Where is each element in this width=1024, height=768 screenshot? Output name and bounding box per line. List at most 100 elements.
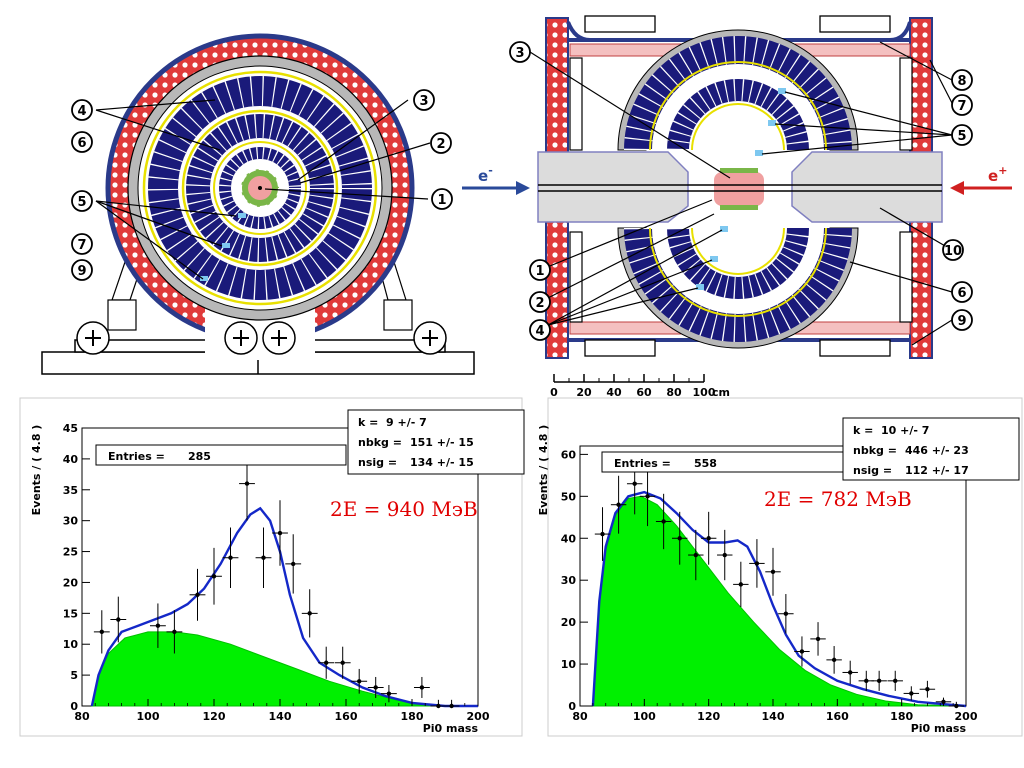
data-point bbox=[919, 680, 936, 698]
y-tick-label: 20 bbox=[561, 616, 577, 629]
callout-3: 3 bbox=[413, 89, 435, 111]
data-point bbox=[794, 636, 810, 667]
data-point bbox=[733, 561, 749, 608]
data-point bbox=[255, 527, 272, 589]
data-point bbox=[671, 511, 688, 565]
callout-label: 1 bbox=[535, 264, 544, 279]
callout-label: 8 bbox=[957, 74, 966, 89]
scale-tick-label: 80 bbox=[666, 386, 682, 399]
data-point bbox=[222, 527, 239, 589]
callout-label: 2 bbox=[535, 296, 544, 311]
callout-6: 6 bbox=[71, 131, 93, 153]
data-point bbox=[318, 646, 335, 679]
y-tick-label: 50 bbox=[561, 490, 577, 503]
y-axis-label: Events / ( 4.8 ) bbox=[537, 425, 550, 516]
x-tick-label: 100 bbox=[137, 710, 160, 723]
y-tick-label: 0 bbox=[568, 700, 576, 713]
data-point bbox=[842, 660, 858, 685]
y-axis-label: Events / ( 4.8 ) bbox=[30, 425, 43, 516]
data-point bbox=[594, 507, 611, 561]
callout-2: 2 bbox=[529, 291, 551, 313]
y-tick-label: 30 bbox=[63, 515, 79, 528]
data-point bbox=[935, 697, 952, 706]
x-tick-label: 200 bbox=[955, 710, 978, 723]
data-point bbox=[93, 610, 110, 654]
callout-5: 5 bbox=[71, 190, 93, 212]
x-tick-label: 120 bbox=[697, 710, 720, 723]
total-fit-curve bbox=[591, 490, 967, 708]
y-tick-label: 60 bbox=[561, 448, 577, 461]
data-point bbox=[700, 511, 717, 565]
callout-8: 8 bbox=[951, 69, 973, 91]
y-tick-label: 20 bbox=[63, 576, 79, 589]
data-point bbox=[367, 676, 384, 698]
y-tick-label: 45 bbox=[63, 422, 78, 435]
y-tick-label: 30 bbox=[561, 574, 577, 587]
total-fit-curve bbox=[90, 506, 478, 708]
x-tick-label: 80 bbox=[572, 710, 588, 723]
callout-label: 2 bbox=[436, 137, 445, 152]
y-tick-label: 35 bbox=[63, 484, 78, 497]
fit-parameter-label: nbkg = bbox=[853, 444, 897, 457]
x-tick-label: 200 bbox=[467, 710, 490, 723]
scale-tick-label: 40 bbox=[606, 386, 622, 399]
positron-beam-label: e+ bbox=[988, 164, 1007, 185]
fit-parameter-value: 9 +/- 7 bbox=[386, 416, 427, 429]
callout-label: 5 bbox=[77, 195, 86, 210]
fit-parameter-label: k = bbox=[358, 416, 378, 429]
detector-side-view-diagram: e- e+ bbox=[462, 15, 1012, 383]
x-tick-label: 140 bbox=[762, 710, 785, 723]
y-tick-label: 10 bbox=[561, 658, 577, 671]
data-point bbox=[413, 676, 430, 698]
callout-label: 9 bbox=[957, 314, 966, 329]
callout-label: 3 bbox=[419, 94, 428, 109]
data-point bbox=[380, 684, 397, 703]
data-point bbox=[334, 646, 351, 679]
energy-annotation: 2E = 782 МэВ bbox=[764, 487, 912, 511]
data-point bbox=[149, 603, 166, 648]
callout-label: 3 bbox=[515, 46, 524, 61]
y-tick-label: 15 bbox=[63, 607, 78, 620]
callout-6: 6 bbox=[951, 281, 973, 303]
x-tick-label: 140 bbox=[269, 710, 292, 723]
callout-label: 9 bbox=[77, 264, 86, 279]
fit-parameter-label: k = bbox=[853, 424, 873, 437]
fit-parameter-value: 151 +/- 15 bbox=[410, 436, 474, 449]
callout-3: 3 bbox=[509, 41, 531, 63]
y-tick-label: 40 bbox=[561, 532, 577, 545]
entries-box: Entries = 558 bbox=[601, 451, 853, 473]
scale-tick-label: 60 bbox=[636, 386, 652, 399]
callout-label: 4 bbox=[535, 324, 544, 339]
callout-4: 4 bbox=[529, 319, 551, 341]
callout-7: 7 bbox=[951, 94, 973, 116]
callout-label: 5 bbox=[957, 129, 966, 144]
y-tick-label: 25 bbox=[63, 546, 78, 559]
callout-1: 1 bbox=[431, 188, 453, 210]
y-tick-label: 10 bbox=[63, 638, 79, 651]
data-point bbox=[765, 547, 781, 596]
y-tick-label: 5 bbox=[70, 669, 78, 682]
callout-9: 9 bbox=[951, 309, 973, 331]
energy-annotation: 2E = 940 МэВ bbox=[330, 497, 478, 521]
data-point bbox=[189, 568, 206, 621]
callout-1: 1 bbox=[529, 259, 551, 281]
data-point bbox=[351, 668, 368, 694]
x-axis-label: Pi0 mass bbox=[423, 722, 479, 735]
data-point bbox=[871, 670, 887, 691]
data-point bbox=[887, 670, 903, 691]
callout-label: 10 bbox=[944, 244, 962, 259]
scale-tick-label: 100 bbox=[693, 386, 716, 399]
data-point bbox=[948, 701, 965, 709]
fit-parameters-box: k = 9 +/- 7 nbkg = 151 +/- 15 nsig = 134 +/- … bbox=[347, 409, 525, 475]
data-point bbox=[301, 589, 318, 638]
pi0-mass-fit-chart-940: 80 100 120 140 160 180 200 0 5 10 15 20 25 30 35 40 45 Pi… bbox=[19, 397, 525, 737]
x-tick-label: 160 bbox=[335, 710, 358, 723]
x-tick-label: 180 bbox=[401, 710, 424, 723]
x-tick-label: 160 bbox=[826, 710, 849, 723]
x-tick-label: 180 bbox=[890, 710, 913, 723]
fit-parameter-label: nsig = bbox=[358, 456, 397, 469]
fit-parameter-value: 446 +/- 23 bbox=[905, 444, 969, 457]
data-point bbox=[655, 493, 672, 550]
data-point bbox=[610, 475, 627, 534]
